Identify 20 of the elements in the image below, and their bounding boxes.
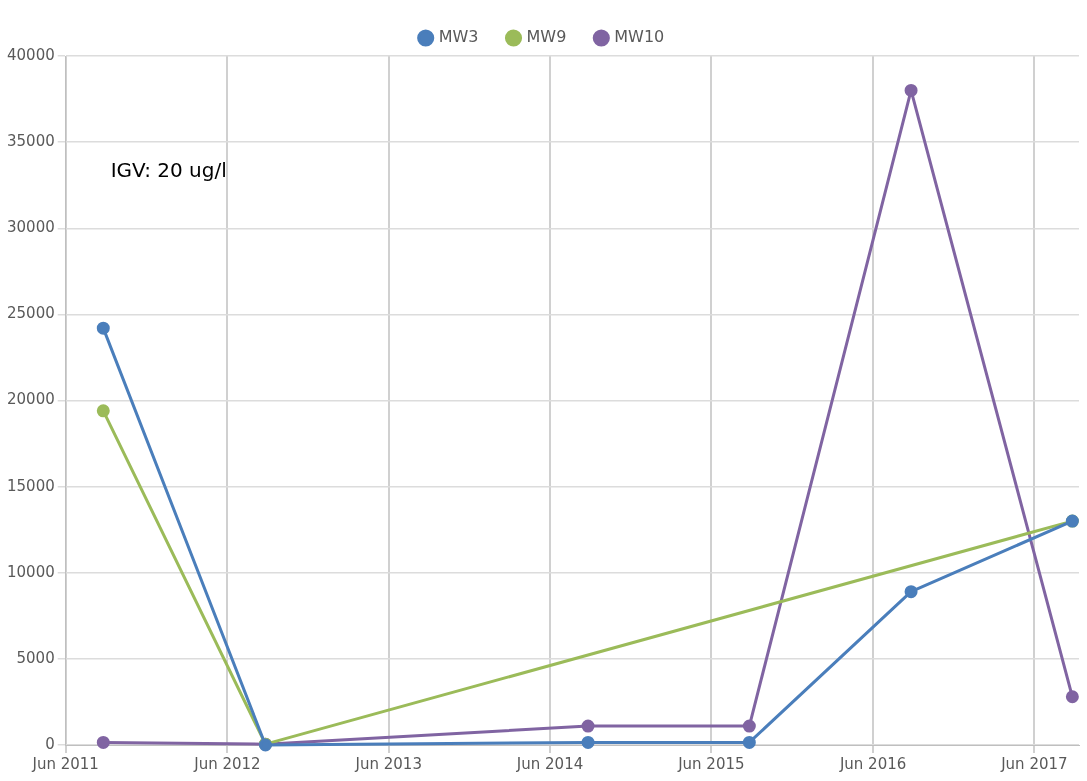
y-tick-label: 35000 xyxy=(7,132,55,151)
x-tick-label: Jun 2016 xyxy=(838,754,907,773)
x-tick-label: Jun 2013 xyxy=(354,754,422,773)
x-tick-label: Jun 2011 xyxy=(31,754,99,773)
y-tick-label: 5000 xyxy=(16,648,55,667)
y-tick-label: 20000 xyxy=(7,390,55,409)
legend-label: MW9 xyxy=(526,27,567,47)
x-tick-label: Jun 2012 xyxy=(193,754,261,773)
x-tick-label: Jun 2017 xyxy=(1000,754,1068,773)
annotation: IGV: 20 ug/l xyxy=(110,158,227,183)
x-tick-label: Jun 2014 xyxy=(515,754,584,773)
x-tick-label: Jun 2015 xyxy=(677,754,745,773)
y-tick-label: 10000 xyxy=(7,562,55,581)
y-tick-label: 25000 xyxy=(7,304,55,323)
y-tick-label: 15000 xyxy=(7,476,55,495)
y-tick-label: 0 xyxy=(45,734,55,753)
legend-label: MW10 xyxy=(614,27,665,47)
y-tick-label: 30000 xyxy=(7,218,55,237)
y-tick-label: 40000 xyxy=(7,45,55,64)
legend-label: MW3 xyxy=(438,27,479,47)
